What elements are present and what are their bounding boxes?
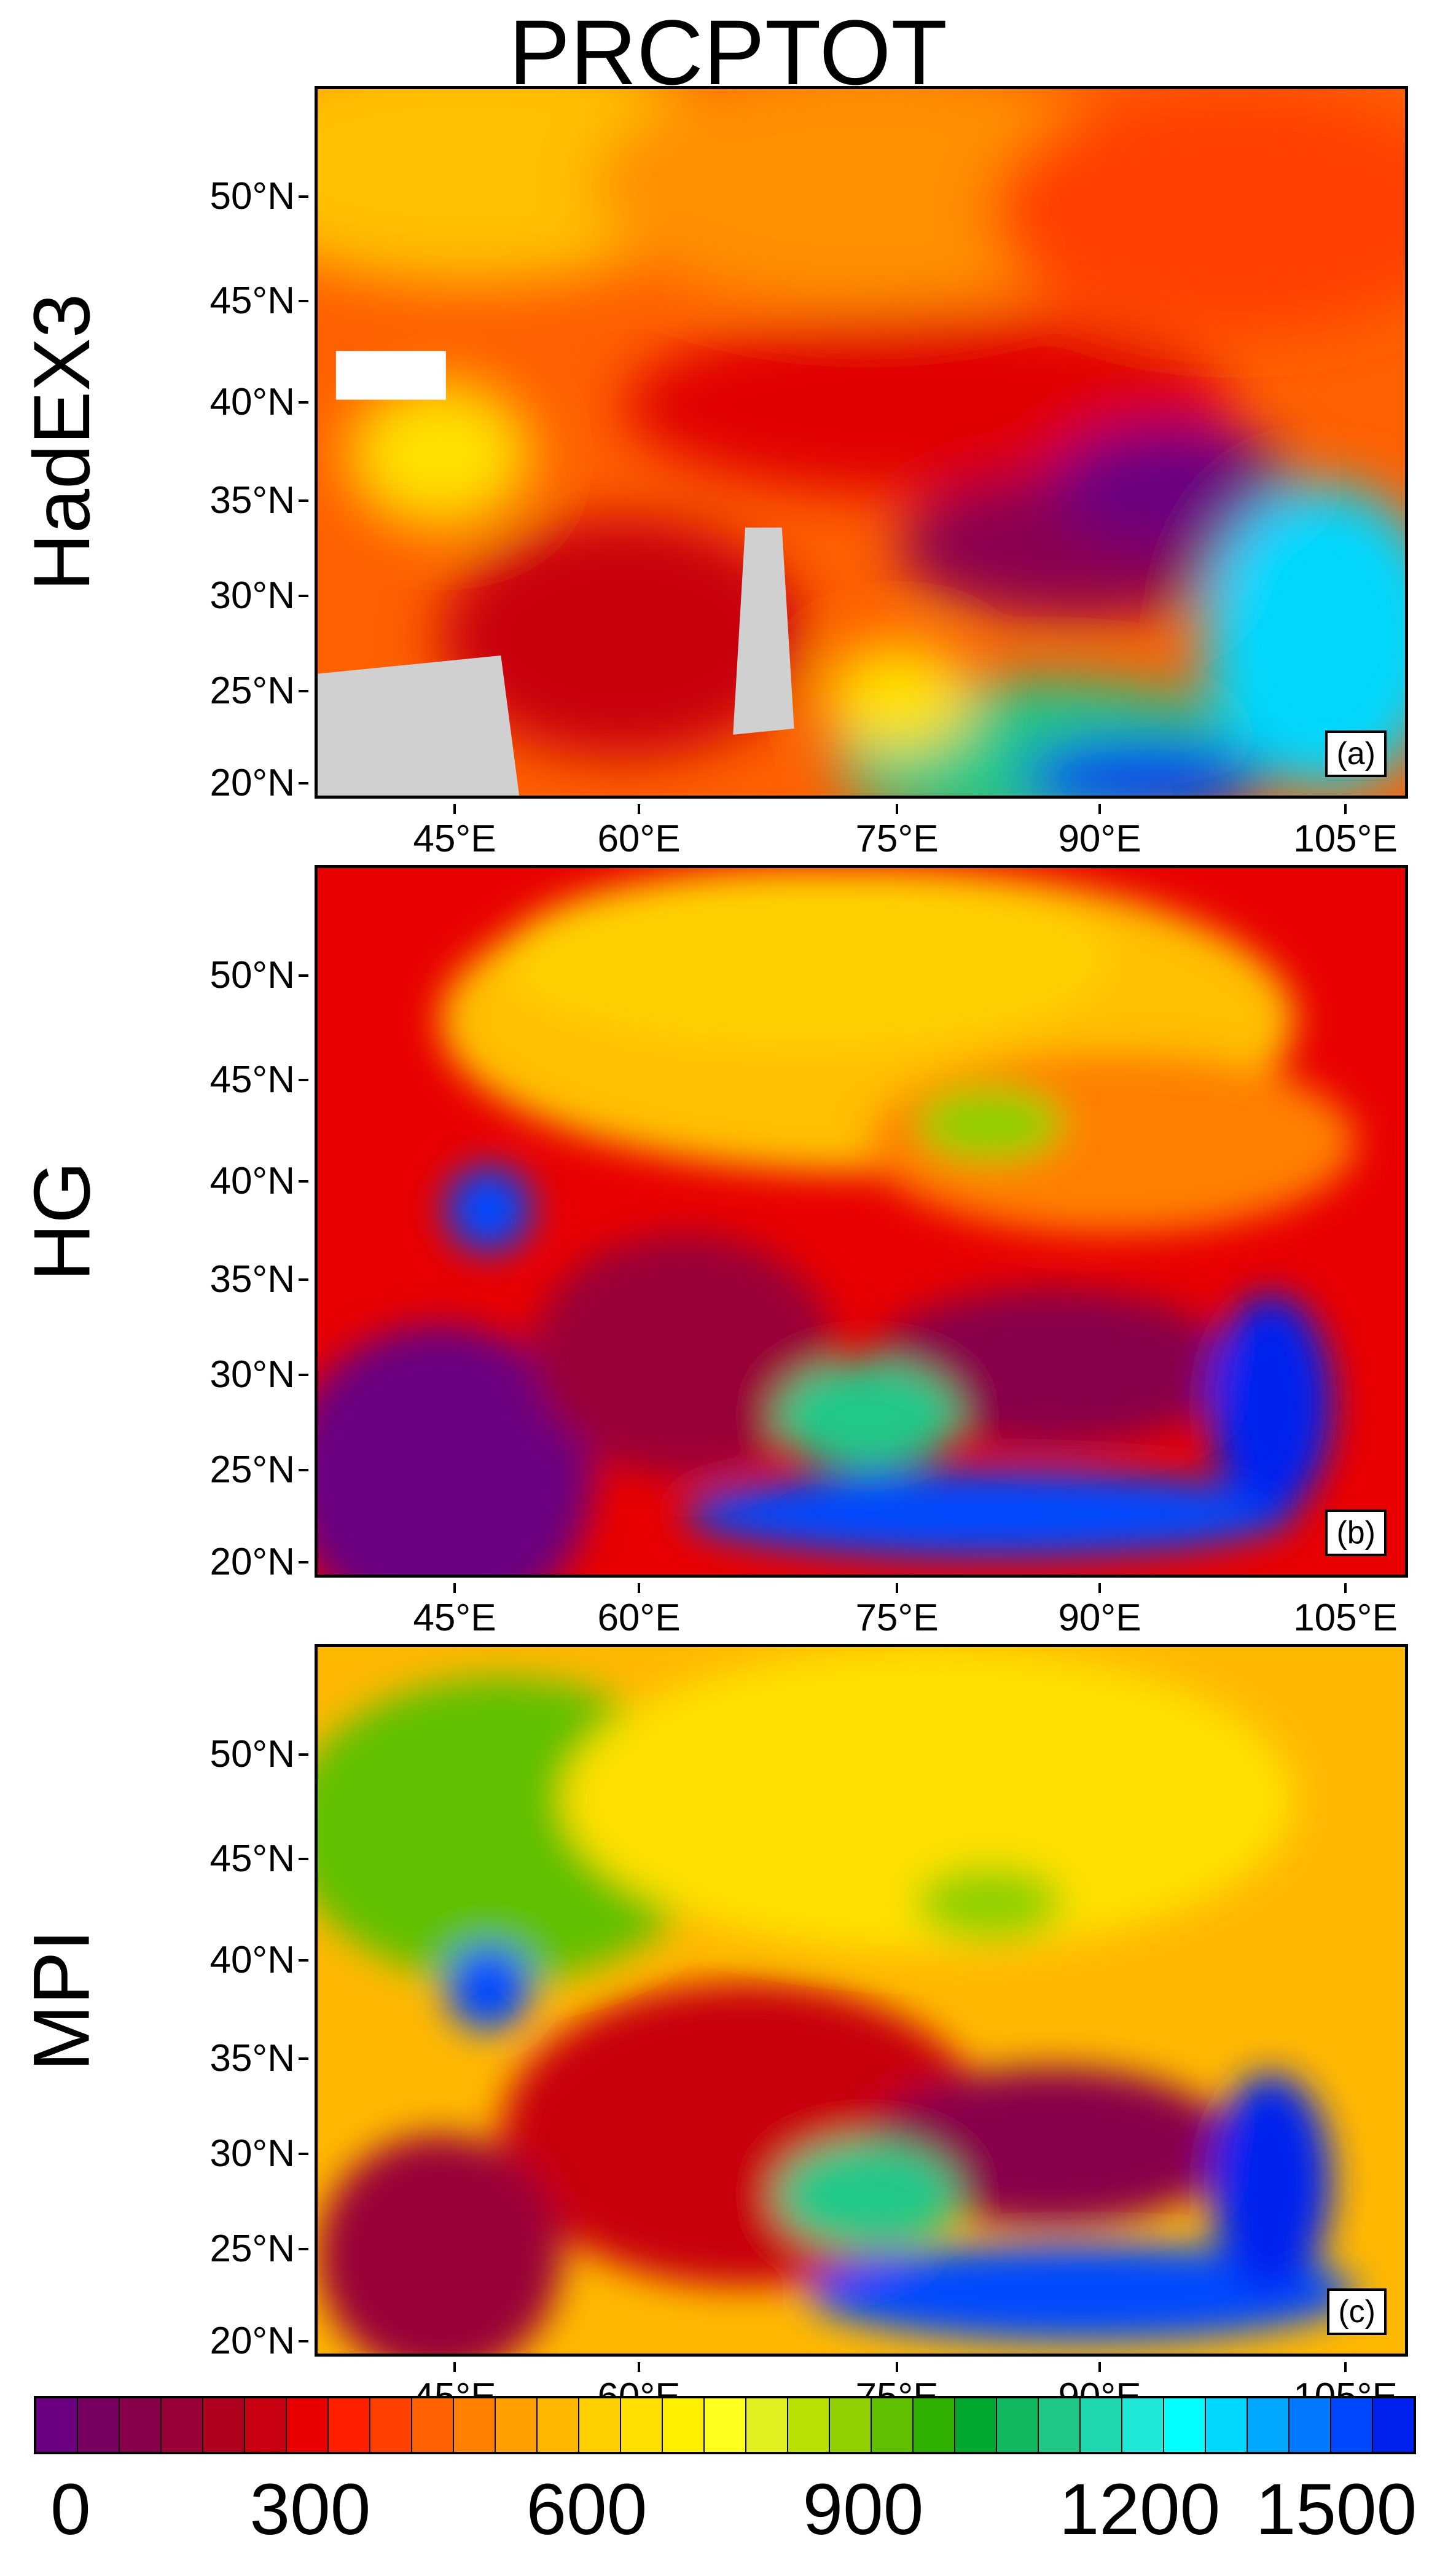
colorbar-tick-label: 1200: [1059, 2469, 1221, 2550]
colorbar-swatch: [705, 2398, 746, 2452]
colorbar-swatch: [746, 2398, 788, 2452]
lat-label: 35°N: [0, 2040, 308, 2078]
panel-tag: (b): [1325, 1509, 1387, 1556]
colorbar-swatch: [914, 2398, 955, 2452]
lon-label: 45°E: [381, 1583, 528, 1637]
lat-label: 20°N: [0, 764, 308, 802]
lat-label: 35°N: [0, 1261, 308, 1299]
lon-label: 105°E: [1272, 804, 1419, 858]
colorbar-tick-label: 900: [802, 2469, 924, 2550]
lat-label: 30°N: [0, 1356, 308, 1394]
colorbar-swatch: [955, 2398, 997, 2452]
colorbar-swatch: [496, 2398, 538, 2452]
lon-label: 60°E: [565, 1583, 713, 1637]
lat-label: 50°N: [0, 1736, 308, 1774]
lat-label: 25°N: [0, 1451, 308, 1489]
lon-label: 75°E: [823, 1583, 971, 1637]
colorbar-swatch: [1290, 2398, 1331, 2452]
lat-label: 40°N: [0, 1941, 308, 1979]
colorbar-swatch: [329, 2398, 370, 2452]
lat-label: 35°N: [0, 482, 308, 520]
colorbar-swatch: [579, 2398, 621, 2452]
lat-label: 40°N: [0, 1162, 308, 1200]
colorbar-swatch: [1081, 2398, 1122, 2452]
colorbar-swatch: [872, 2398, 914, 2452]
lat-label: 50°N: [0, 957, 308, 995]
lon-label: 90°E: [1026, 1583, 1173, 1637]
colorbar-swatch: [788, 2398, 830, 2452]
lat-label: 45°N: [0, 282, 308, 320]
colorbar-swatch: [412, 2398, 454, 2452]
lat-label: 45°N: [0, 1840, 308, 1878]
precip-field: [318, 868, 1405, 1575]
lon-label: 60°E: [565, 804, 713, 858]
map-panel-hadex3: (a): [315, 86, 1408, 799]
lat-label: 30°N: [0, 2135, 308, 2173]
precip-field: [318, 89, 1405, 796]
precip-field: [318, 1647, 1405, 2354]
colorbar-swatch: [538, 2398, 579, 2452]
map-panel-hg: (b): [315, 865, 1408, 1578]
colorbar-swatch: [1122, 2398, 1164, 2452]
lat-label: 20°N: [0, 1543, 308, 1581]
colorbar-swatch: [997, 2398, 1039, 2452]
lat-label: 45°N: [0, 1061, 308, 1099]
colorbar-swatch: [621, 2398, 663, 2452]
colorbar-tick-label: 0: [50, 2469, 91, 2550]
colorbar-swatch: [454, 2398, 496, 2452]
colorbar-tick-label: 600: [526, 2469, 648, 2550]
colorbar-swatch: [1331, 2398, 1373, 2452]
lat-label: 25°N: [0, 672, 308, 710]
colorbar-swatch: [203, 2398, 245, 2452]
lat-label: 40°N: [0, 383, 308, 421]
colorbar-tick-label: 300: [249, 2469, 371, 2550]
lon-label: 45°E: [381, 804, 528, 858]
colorbar-swatch: [162, 2398, 203, 2452]
lon-label: 90°E: [1026, 804, 1173, 858]
colorbar-swatch: [120, 2398, 162, 2452]
colorbar-swatch: [1039, 2398, 1081, 2452]
colorbar-swatch: [287, 2398, 329, 2452]
lon-label: 105°E: [1272, 1583, 1419, 1637]
colorbar-tick-label: 1500: [1255, 2469, 1417, 2550]
lat-label: 50°N: [0, 178, 308, 216]
panel-tag: (a): [1325, 730, 1387, 777]
colorbar-swatch: [830, 2398, 872, 2452]
colorbar-swatch: [1373, 2398, 1414, 2452]
colorbar-swatch: [1164, 2398, 1206, 2452]
colorbar-swatch: [78, 2398, 120, 2452]
colorbar-swatch: [36, 2398, 78, 2452]
colorbar-swatch: [663, 2398, 705, 2452]
colorbar-swatch: [1248, 2398, 1290, 2452]
colorbar-swatch: [370, 2398, 412, 2452]
row-label-text: HadEX3: [17, 293, 107, 592]
colorbar-swatch: [1206, 2398, 1248, 2452]
colorbar-swatch: [245, 2398, 287, 2452]
panel-tag: (c): [1327, 2288, 1387, 2335]
lat-label: 20°N: [0, 2322, 308, 2360]
lon-label: 75°E: [823, 804, 971, 858]
lat-label: 30°N: [0, 577, 308, 615]
lat-label: 25°N: [0, 2230, 308, 2268]
colorbar: [34, 2396, 1416, 2454]
map-panel-mpi: (c): [315, 1644, 1408, 2357]
